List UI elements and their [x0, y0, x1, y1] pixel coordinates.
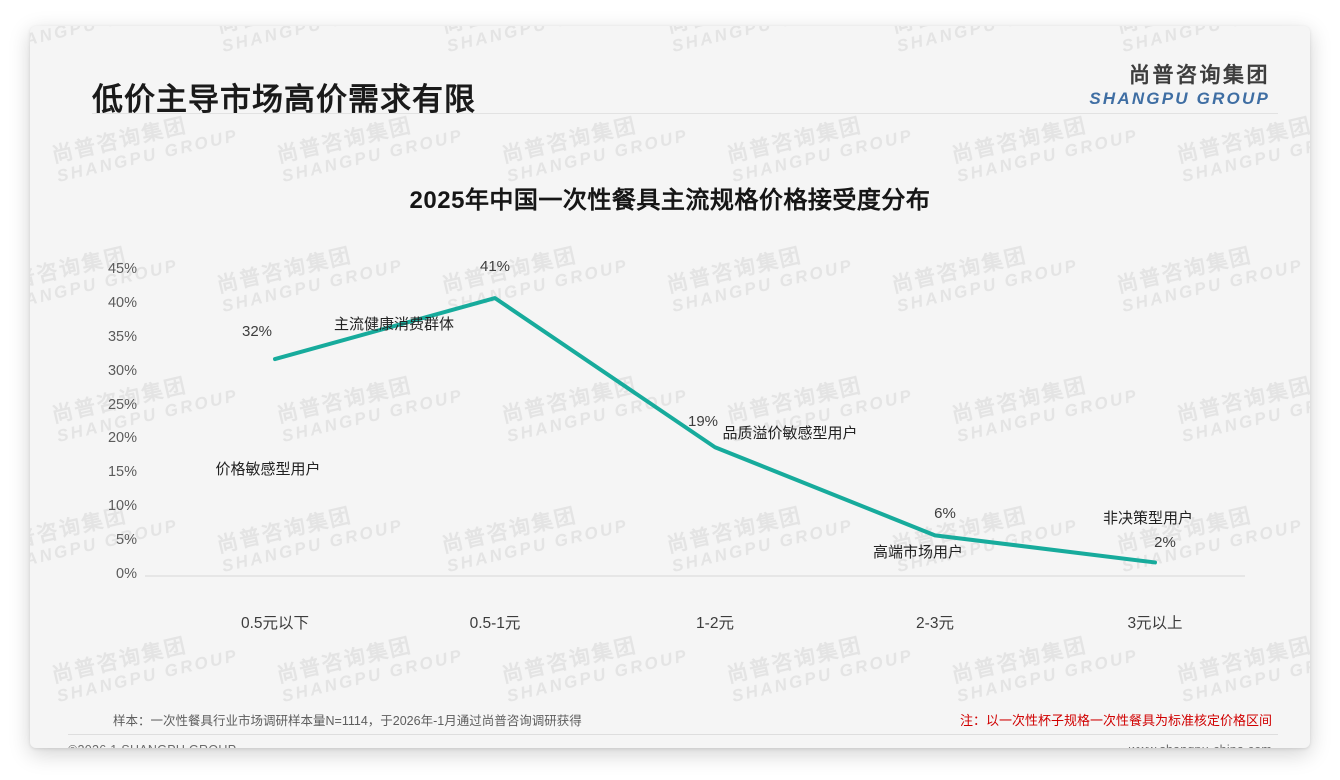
point-annotation: 高端市场用户 — [872, 544, 964, 561]
brand-logo: 尚普咨询集团 SHANGPU GROUP — [1089, 64, 1270, 108]
y-axis-tick-label: 5% — [116, 532, 137, 549]
x-axis-tick-label: 3元以上 — [1127, 615, 1183, 632]
chart-title: 2025年中国一次性餐具主流规格价格接受度分布 — [409, 187, 931, 214]
footer-divider — [68, 734, 1278, 735]
header-divider — [92, 113, 1278, 114]
website-text: www.shangpu-china.com — [1129, 743, 1272, 748]
point-annotation: 非决策型用户 — [1102, 510, 1194, 527]
data-point-label: 41% — [479, 258, 511, 276]
y-axis-tick-label: 40% — [107, 294, 137, 311]
chart-svg — [145, 296, 1245, 577]
y-axis-tick-label: 35% — [107, 328, 137, 345]
point-annotation: 价格敏感型用户 — [215, 461, 321, 478]
x-axis-tick-label: 0.5-1元 — [469, 615, 521, 632]
copyright-text: ©2026.1 SHANGPU GROUP — [68, 743, 236, 748]
x-axis-tick-label: 1-2元 — [696, 615, 734, 632]
point-annotation: 主流健康消费群体 — [333, 316, 455, 333]
y-axis-tick-label: 20% — [107, 430, 137, 447]
data-point-label: 19% — [687, 413, 719, 431]
y-axis-tick-label: 0% — [116, 566, 137, 582]
red-note: 注：以一次性杯子规格一次性餐具为标准核定价格区间 — [959, 713, 1272, 728]
data-point-label: 6% — [934, 505, 956, 523]
data-point-label: 32% — [241, 323, 273, 341]
page-title: 低价主导市场高价需求有限 — [92, 82, 476, 117]
series-line — [273, 296, 1157, 565]
data-point-label: 2% — [1154, 534, 1176, 552]
x-axis-tick-label: 0.5元以下 — [240, 615, 310, 632]
logo-chinese-text: 尚普咨询集团 — [1129, 64, 1270, 87]
slide-header: 低价主导市场高价需求有限 尚普咨询集团 SHANGPU GROUP — [30, 26, 1310, 117]
point-annotation: 品质溢价敏感型用户 — [722, 425, 858, 442]
y-axis-tick-label: 15% — [107, 464, 137, 481]
y-axis-tick-label: 10% — [107, 498, 137, 515]
y-axis-tick-label: 45% — [107, 261, 137, 277]
logo-english-text: SHANGPU GROUP — [1089, 88, 1270, 108]
y-axis-tick-label: 25% — [107, 396, 137, 413]
line-chart: 0% 5% 10% 15% 20% 25% 30% 35% 40% 45% 0.5元以下 0.5-1元… — [30, 26, 1310, 748]
sample-note: 样本：一次性餐具行业市场调研样本量N=1114，于2026年-1月通过尚普咨询调… — [113, 714, 582, 728]
y-axis-tick-label: 30% — [107, 362, 137, 379]
slide-canvas: 尚普咨询集团 SHANGPU GROUP 尚普咨询集团 SHANGPU GROUP 尚普… — [30, 26, 1310, 748]
x-axis-tick-label: 2-3元 — [916, 615, 954, 632]
